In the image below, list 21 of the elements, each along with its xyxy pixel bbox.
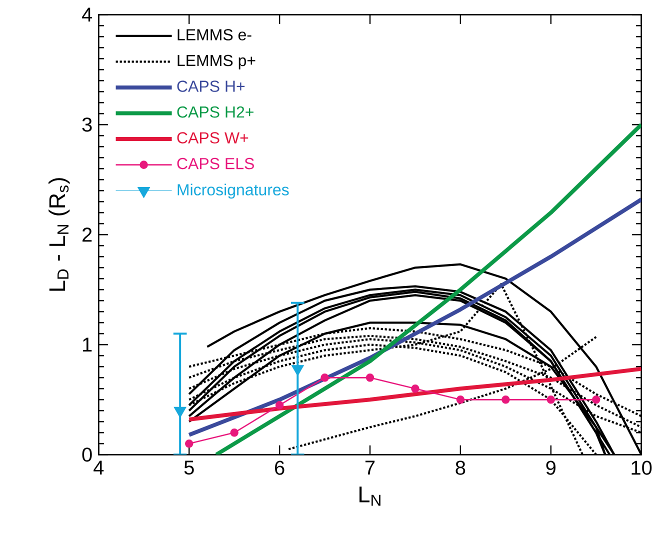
x-axis-title: L$_{N}$ — [360, 486, 380, 506]
legend-label: LEMMS e- — [178, 29, 252, 41]
legend-label: CAPS W+ — [177, 132, 248, 144]
y-tick-label: 4 — [82, 8, 92, 22]
y-tick-label: 1 — [83, 338, 92, 352]
x-tick-label: 4 — [94, 460, 104, 475]
y-tick-label: 2 — [82, 228, 92, 242]
x-tick-label: 7 — [365, 460, 375, 475]
x-tick-label: 10 — [632, 460, 652, 476]
legend-label: CAPS H2+ — [177, 106, 254, 118]
x-tick-label: 9 — [546, 460, 556, 476]
legend-label: CAPS H+ — [177, 80, 245, 92]
x-tick-label: 8 — [456, 460, 466, 476]
x-tick-label: 6 — [275, 460, 284, 476]
x-tick-label: 5 — [184, 460, 194, 475]
y-axis-title: L$_{D}$ - L$_{N}$ (R$_{s}$) — [48, 178, 70, 291]
legend-label: Microsignatures — [178, 184, 289, 199]
legend-label: LEMMS p+ — [178, 55, 256, 70]
y-tick-label: 0 — [82, 448, 92, 462]
legend-label: CAPS ELS — [177, 158, 254, 170]
y-tick-label: 3 — [82, 118, 92, 132]
